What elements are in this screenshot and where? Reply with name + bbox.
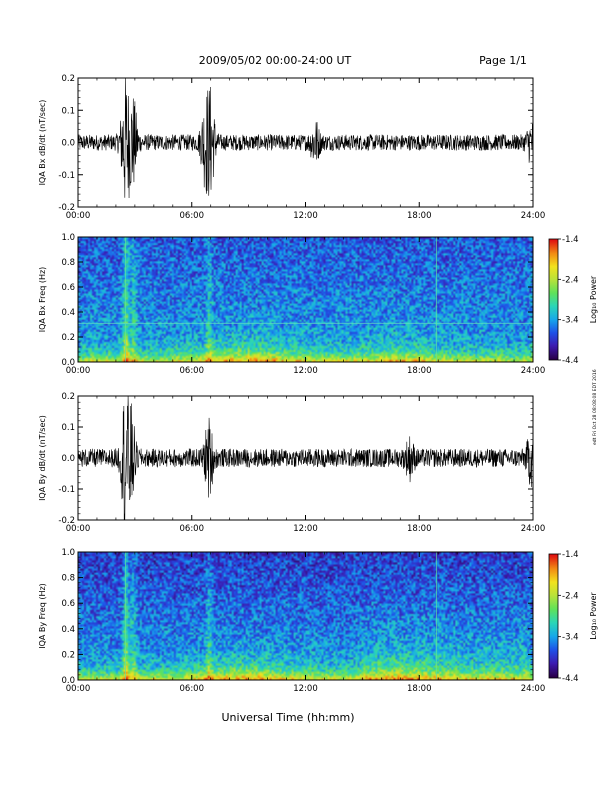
y-tick-label: 0.2 [61,74,75,84]
page-label: Page 1/1 [479,54,527,67]
x-tick-label: 00:00 [66,684,91,694]
y-axis-title: IQA By dB/dt (nT/sec) [38,415,47,501]
y-tick-label: 1.0 [61,548,75,558]
colorbar [549,554,558,678]
colorbar-tick-label: -3.4 [562,316,579,326]
y-tick-label: -0.1 [58,485,75,495]
x-tick-label: 06:00 [180,524,205,534]
panel-3: 00:00 06:00 12:00 18:00 24:00 -0.2 -0.1 0.0 0.1 0… [38,392,545,534]
x-tick-label: 18:00 [407,524,432,534]
y-tick-label: 0.1 [61,423,75,433]
x-tick-label: 12:00 [293,366,318,376]
colorbar-tick-label: -4.4 [562,356,579,366]
y-tick-label: -0.2 [58,516,75,526]
x-tick-label: 00:00 [66,524,91,534]
y-tick-label: -0.2 [58,203,75,213]
x-tick-label: 18:00 [407,211,432,221]
x-tick-label: 06:00 [180,366,205,376]
colorbar-label: Log₁₀ Power [589,592,598,640]
y-tick-label: 0.2 [61,650,75,660]
x-axis-title: Universal Time (hh:mm) [222,711,355,724]
x-tick-label: 24:00 [521,684,546,694]
colorbar-label: Log₁₀ Power [589,275,598,323]
y-tick-label: 0.2 [61,392,75,402]
y-tick-label: 1.0 [61,233,75,243]
spectrogram-image [78,552,533,680]
x-tick-label: 12:00 [293,211,318,221]
chart-title: 2009/05/02 00:00-24:00 UT [199,54,352,67]
y-tick-label: 0.6 [61,283,75,293]
y-axis-title: IQA Bx Freq (Hz) [38,267,47,333]
y-tick-label: 0.4 [61,625,75,635]
y-axis-title: IQA Bx dB/dt (nT/sec) [38,100,47,186]
colorbar [549,239,558,360]
x-tick-label: 06:00 [180,211,205,221]
y-tick-label: 0.1 [61,106,75,116]
series-trace [77,395,534,521]
y-tick-label: 0.0 [61,676,75,686]
colorbar-tick-label: -3.4 [562,633,579,643]
colorbar-tick-label: -4.4 [562,674,579,684]
x-tick-label: 18:00 [407,684,432,694]
y-tick-label: 0.0 [61,454,75,464]
side-stamp: edt Fri Oct 28 08:08:08 EDT 2016 [592,369,598,445]
y-tick-label: 0.0 [61,139,75,149]
panels: 00:00 06:00 12:00 18:00 24:00 -0.2 -0.1 0.0 0.1 0… [38,74,598,694]
y-tick-label: 0.2 [61,333,75,343]
panel-1: 00:00 06:00 12:00 18:00 24:00 -0.2 -0.1 0.0 0.1 0… [38,74,545,221]
x-tick-label: 12:00 [293,684,318,694]
colorbar-tick-label: -1.4 [562,550,579,560]
y-tick-label: 0.4 [61,308,75,318]
y-tick-label: 0.8 [61,258,75,268]
colorbar-tick-label: -2.4 [562,275,579,285]
x-tick-label: 24:00 [521,211,546,221]
y-tick-label: -0.1 [58,171,75,181]
x-tick-label: 00:00 [66,366,91,376]
colorbar-tick-label: -1.4 [562,235,579,245]
x-tick-label: 06:00 [180,684,205,694]
x-tick-label: 12:00 [293,524,318,534]
x-tick-label: 18:00 [407,366,432,376]
spectrogram-image [78,237,533,362]
y-axis-title: IQA By Freq (Hz) [38,583,47,649]
y-tick-label: 0.0 [61,358,75,368]
x-tick-label: 24:00 [521,524,546,534]
colorbar-tick-label: -2.4 [562,591,579,601]
x-tick-label: 00:00 [66,211,91,221]
x-tick-label: 24:00 [521,366,546,376]
y-tick-label: 0.8 [61,574,75,584]
colorbar-frame [548,238,559,361]
panel-2: -1.4 -2.4 -3.4 -4.4 Log₁₀ Power 00:00 06:00 12:… [38,233,598,376]
colorbar-frame [548,553,559,679]
y-tick-label: 0.6 [61,599,75,609]
series-trace [77,77,534,199]
panel-4: -1.4 -2.4 -3.4 -4.4 Log₁₀ Power 00:00 06:00 12:… [38,548,598,694]
plot-frame [77,395,534,521]
